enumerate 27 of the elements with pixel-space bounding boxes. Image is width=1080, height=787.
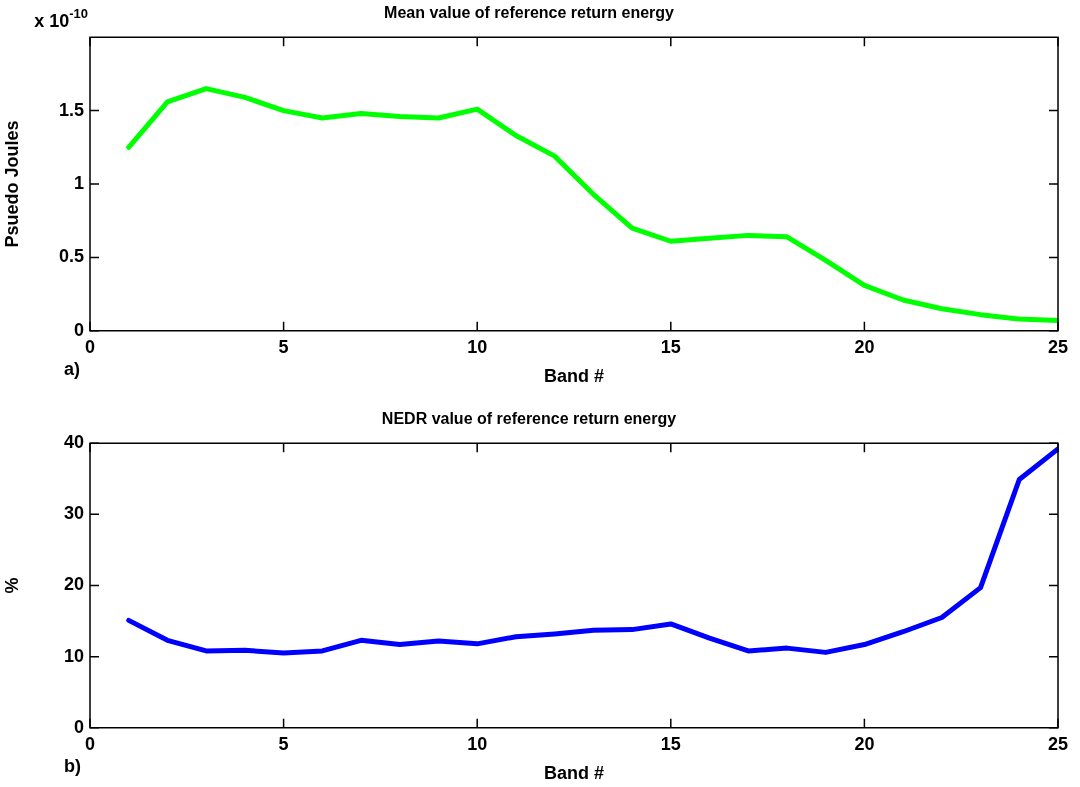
x-tick-label: 25 xyxy=(1047,336,1069,357)
y-tick-label: 1 xyxy=(73,172,84,193)
x-axis-title: Band # xyxy=(543,366,605,387)
x-tick-label: 5 xyxy=(278,733,289,754)
y-tick-label: 20 xyxy=(63,574,84,595)
x-tick-label: 10 xyxy=(467,733,488,754)
y-tick-label: 30 xyxy=(63,503,84,524)
x-tick-label: 15 xyxy=(660,733,681,754)
x-tick-label: 20 xyxy=(854,336,875,357)
x-tick-label: 25 xyxy=(1047,733,1069,754)
chart-title: NEDR value of reference return energy xyxy=(381,410,677,428)
y-tick-label: 0 xyxy=(73,716,84,737)
x-tick-label: 5 xyxy=(278,336,289,357)
text: a) xyxy=(64,358,81,379)
y-tick-label: 0 xyxy=(73,319,84,340)
y-axis-title: Psuedo Joules xyxy=(1,120,22,248)
y-tick-label: 40 xyxy=(63,432,84,453)
y-axis-title: % xyxy=(1,577,22,594)
text: b) xyxy=(64,755,81,776)
chart-title: Mean value of reference return energy xyxy=(384,4,675,22)
x-tick-label: 20 xyxy=(854,733,875,754)
y-tick-label: 0.5 xyxy=(58,246,84,267)
y-tick-label: 10 xyxy=(63,645,84,666)
y-tick-label: 1.5 xyxy=(58,99,84,120)
x-tick-label: 15 xyxy=(660,336,681,357)
x-tick-label: 10 xyxy=(467,336,488,357)
x-axis-title: Band # xyxy=(543,763,605,784)
